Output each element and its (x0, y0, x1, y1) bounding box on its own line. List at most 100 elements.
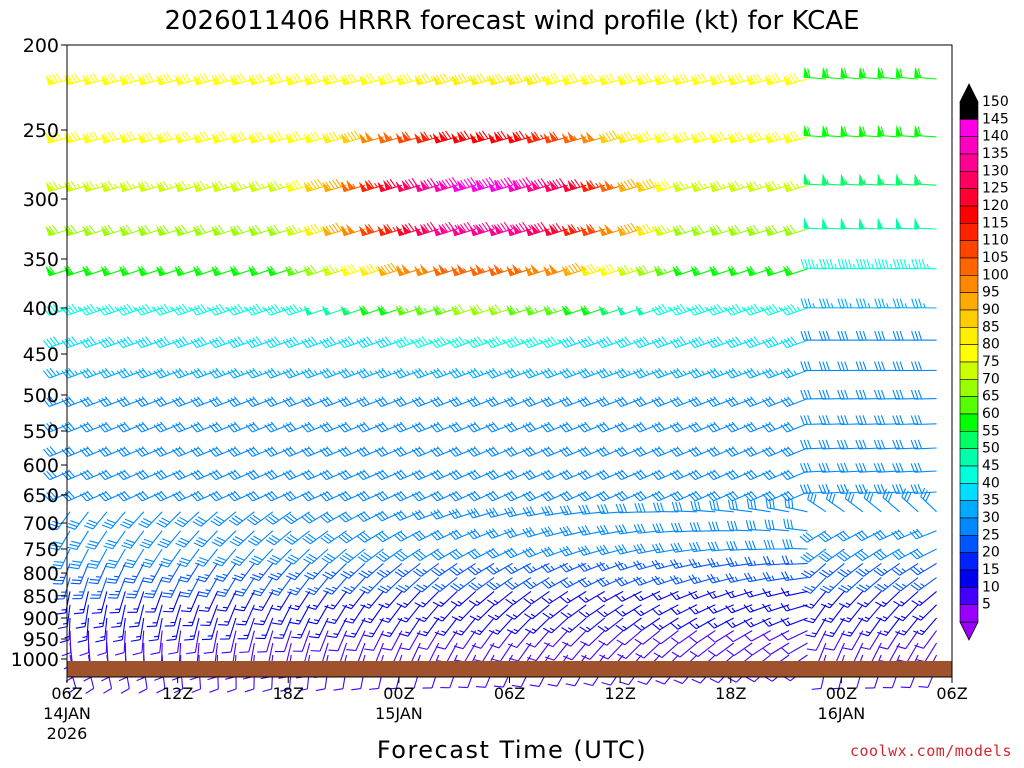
barb-feather (504, 582, 513, 590)
barb-pennant (895, 217, 902, 229)
barb-feather (418, 337, 426, 346)
barb-feather (789, 224, 797, 234)
wind-barb (911, 298, 937, 309)
barb-feather (122, 225, 129, 235)
wind-barb (854, 548, 882, 562)
wind-barb (121, 530, 145, 549)
barb-feather (762, 424, 770, 433)
wind-barb (61, 303, 89, 316)
barb-feather (913, 484, 919, 494)
barb-feather (528, 421, 536, 430)
barb-feather (270, 446, 278, 455)
barb-half-feather (472, 224, 477, 230)
barb-feather (179, 595, 189, 598)
barb-feather (49, 490, 57, 499)
barb-feather (577, 370, 585, 379)
barb-feather (196, 75, 203, 84)
barb-feather (343, 75, 351, 84)
barb-feather (126, 336, 134, 345)
barb-feather (906, 492, 912, 502)
barb-half-feather (759, 306, 764, 311)
wind-barb (56, 591, 71, 615)
barb-staff (638, 562, 661, 571)
barb-feather (715, 180, 723, 190)
barb-feather (599, 492, 607, 500)
barb-feather (528, 469, 536, 478)
barb-half-feather (277, 587, 283, 591)
barb-feather (285, 447, 294, 456)
barb-staff (251, 307, 273, 316)
barb-feather (252, 337, 260, 346)
barb-feather (654, 559, 661, 569)
barb-feather (411, 493, 420, 502)
barb-feather (52, 180, 59, 190)
barb-feather (726, 541, 731, 551)
barb-feather (184, 131, 191, 140)
barb-feather (822, 298, 827, 308)
barb-staff (94, 530, 108, 550)
barb-feather (88, 563, 99, 566)
barb-feather (381, 337, 389, 346)
barb-pennant (303, 305, 313, 316)
barb-feather (338, 448, 346, 457)
barb-feather (319, 472, 327, 481)
barb-feather (396, 447, 404, 456)
barb-feather (287, 556, 297, 563)
wind-barb (86, 548, 108, 569)
wind-barb (854, 530, 882, 542)
barb-half-feather (513, 179, 517, 185)
barb-feather (289, 305, 296, 314)
barb-feather (70, 563, 81, 567)
barb-feather (766, 555, 772, 566)
barb-half-feather (498, 370, 503, 375)
barb-staff (810, 577, 827, 594)
barb-half-feather (166, 370, 171, 375)
wind-barb (840, 66, 863, 80)
barb-feather (787, 305, 794, 314)
barb-feather (566, 505, 572, 515)
barb-feather (673, 338, 680, 347)
barb-pennant (617, 74, 626, 86)
barb-feather (894, 550, 903, 559)
barb-feather (231, 577, 242, 582)
barb-feather (166, 73, 173, 82)
barb-feather (467, 370, 474, 379)
barb-staff (311, 548, 329, 565)
barb-feather (192, 521, 202, 527)
barb-feather (708, 521, 713, 531)
wind-barb (635, 131, 661, 144)
barb-feather (104, 265, 111, 275)
barb-feather (326, 396, 333, 405)
barb-pennant (451, 74, 460, 86)
barb-feather (669, 370, 677, 379)
barb-pennant (782, 265, 793, 277)
barb-feather (614, 578, 622, 587)
barb-feather (233, 265, 240, 275)
barb-staff (237, 530, 255, 547)
barb-feather (725, 398, 733, 407)
barb-feather (547, 490, 555, 499)
barb-feather (52, 303, 60, 313)
barb-feather (274, 303, 281, 313)
barb-feather (498, 73, 505, 82)
barb-feather (245, 448, 253, 457)
barb-half-feather (386, 585, 392, 589)
barb-feather (660, 132, 667, 141)
barb-half-feather (95, 306, 100, 311)
wind-barb (837, 258, 863, 270)
barb-staff (564, 530, 587, 537)
barb-feather (288, 75, 295, 84)
barb-feather (673, 423, 681, 432)
barb-feather (64, 397, 72, 406)
barb-feather (608, 263, 616, 272)
wind-barb (577, 469, 605, 481)
wind-barb (125, 577, 145, 599)
barb-feather (559, 527, 566, 537)
barb-feather (787, 337, 794, 346)
barb-feather (313, 131, 320, 140)
barb-feather (478, 180, 485, 189)
wind-barb (858, 66, 882, 80)
barb-feather (341, 397, 349, 406)
barb-feather (492, 528, 499, 537)
barb-feather (621, 446, 629, 455)
